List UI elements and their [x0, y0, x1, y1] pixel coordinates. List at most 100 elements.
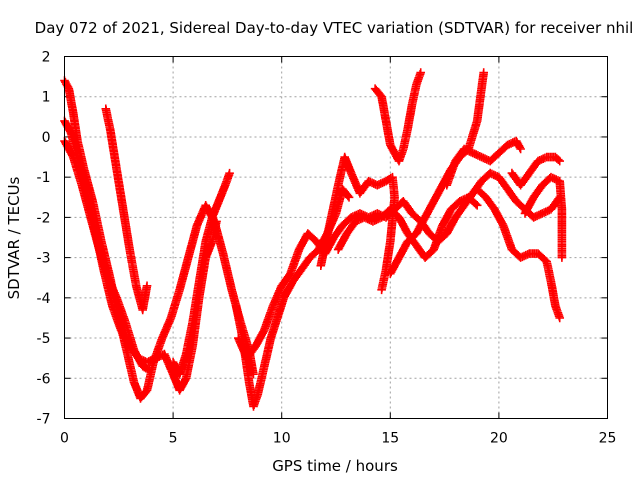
data-point-run [442, 158, 460, 190]
y-tick-label: -3 [37, 251, 51, 267]
data-point-run [555, 176, 567, 212]
data-point-run [481, 193, 498, 213]
data-point-run [370, 84, 385, 100]
x-tick-label: 20 [490, 431, 508, 447]
data-point-run [503, 184, 520, 205]
data-point [555, 156, 565, 166]
x-tick-label: 15 [381, 431, 399, 447]
data-point-run [112, 293, 129, 325]
data-points [60, 68, 567, 411]
data-point-run [377, 92, 390, 124]
data-point-run [412, 70, 425, 89]
data-point-run [472, 184, 489, 201]
data-point-run [438, 206, 455, 230]
data-point-run [329, 222, 346, 242]
data-point-run [520, 194, 538, 218]
data-point-run [218, 249, 236, 293]
data-point-run [420, 246, 437, 262]
data-point-run [136, 387, 151, 403]
series-track-h [316, 152, 399, 295]
data-point-run [268, 283, 286, 311]
data-point-run [420, 198, 438, 222]
data-point-run [403, 102, 416, 134]
data-point-run [201, 214, 216, 246]
data-point-run [184, 222, 201, 262]
data-point-run [157, 315, 175, 343]
data-point-run [273, 295, 288, 323]
data-point-run [399, 197, 416, 217]
data-point-run [66, 128, 82, 160]
data-point-run [125, 245, 141, 289]
series-track-c [60, 136, 154, 375]
data-point-run [407, 82, 421, 110]
data-point-run [86, 213, 104, 253]
data-point-run [494, 141, 511, 158]
data-point-run [260, 335, 275, 371]
data-point-run [386, 140, 399, 156]
data-point-run [166, 287, 184, 323]
data-point-run [529, 182, 546, 202]
data-point [555, 313, 565, 323]
data-point [516, 144, 525, 154]
data-point-run [546, 277, 560, 309]
data-point-run [498, 221, 516, 253]
y-axis-label: SDTVAR / TECUs [5, 176, 23, 299]
data-point-run [296, 254, 314, 274]
data-point-run [494, 172, 511, 192]
data-point-run [121, 317, 138, 353]
y-tick-label: 2 [42, 50, 51, 66]
data-point-run [429, 222, 447, 254]
y-tick-label: -5 [37, 331, 51, 347]
series-track-g [234, 168, 565, 363]
data-point-run [338, 214, 355, 230]
data-point-run [251, 327, 268, 351]
data-point-run [429, 182, 446, 206]
x-tick-label: 0 [60, 431, 69, 447]
data-point-run [207, 198, 223, 222]
data-point-run [77, 180, 95, 220]
chart-title: Day 072 of 2021, Sidereal Day-to-day VTE… [35, 19, 634, 37]
y-tick-label: 0 [42, 130, 51, 146]
data-point-run [188, 279, 204, 327]
data-point-run [303, 229, 320, 245]
x-tick-label: 25 [599, 431, 617, 447]
data-point-run [288, 266, 305, 286]
data-point [225, 168, 234, 178]
data-point-run [286, 247, 303, 278]
data-point-run [511, 136, 525, 152]
data-point [344, 192, 354, 202]
data-point-run [542, 257, 555, 285]
data-point-run [279, 279, 296, 303]
data-point-run [112, 164, 128, 212]
x-tick-label: 10 [273, 431, 291, 447]
series-track-l [442, 136, 525, 190]
data-point-run [394, 213, 412, 237]
data-point-run [412, 214, 429, 238]
data-point-run [105, 124, 121, 172]
data-point-run [175, 351, 190, 379]
series-track-d [101, 104, 152, 315]
data-point-run [68, 152, 86, 188]
y-tick-label: -1 [37, 170, 51, 186]
data-point [416, 68, 426, 77]
data-point [557, 253, 567, 262]
data-point-run [305, 246, 322, 262]
y-tick-label: -7 [37, 412, 51, 428]
data-point-run [138, 361, 152, 374]
data-point [472, 201, 482, 210]
series-track-n [507, 152, 565, 190]
data-point-run [160, 349, 177, 377]
data-point-run [108, 301, 125, 333]
x-axis-label: GPS time / hours [272, 457, 398, 475]
data-point-run [442, 214, 459, 238]
x-tick-label: 5 [169, 431, 178, 447]
data-point-run [95, 245, 112, 281]
data-point-run [399, 126, 412, 154]
data-point-run [194, 239, 210, 286]
data-point-run [472, 70, 488, 126]
data-point-run [175, 255, 193, 295]
data-point-run [394, 238, 412, 262]
y-tick-label: -4 [37, 291, 51, 307]
data-point-run [464, 193, 481, 209]
